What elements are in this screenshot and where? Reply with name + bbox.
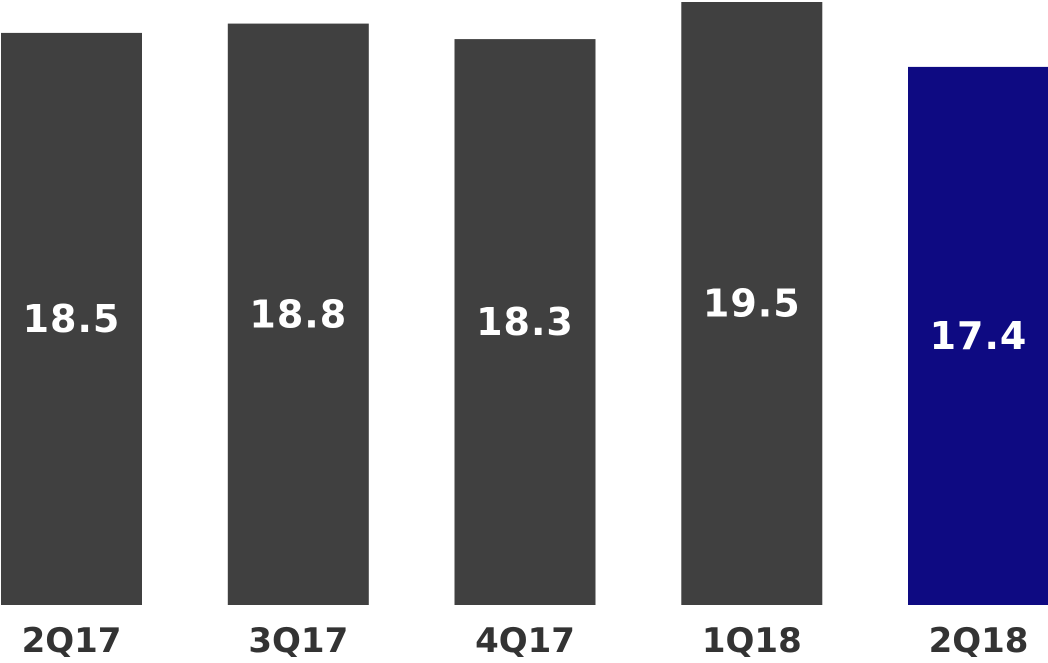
value-label-3q17: 18.8 [249,292,347,336]
bar-1q18 [681,2,823,605]
category-label-2q18: 2Q18 [929,621,1029,661]
value-label-2q17: 18.5 [23,297,121,341]
bars-layer [1,2,1048,606]
value-label-1q18: 19.5 [703,282,801,326]
category-label-1q18: 1Q18 [702,621,802,661]
value-labels-layer: 18.5 18.8 18.3 19.5 17.4 [23,282,1028,359]
bar-2q18 [908,66,1048,605]
category-label-2q17: 2Q17 [22,621,122,661]
value-label-4q17: 18.3 [476,300,574,344]
category-label-3q17: 3Q17 [248,621,348,661]
bar-3q17 [227,23,369,606]
bar-4q17 [454,39,596,606]
bar-2q17 [1,32,142,605]
value-label-2q18: 17.4 [930,314,1028,358]
category-labels-layer: 2Q17 3Q17 4Q17 1Q18 2Q18 [22,621,1029,661]
category-label-4q17: 4Q17 [475,621,575,661]
